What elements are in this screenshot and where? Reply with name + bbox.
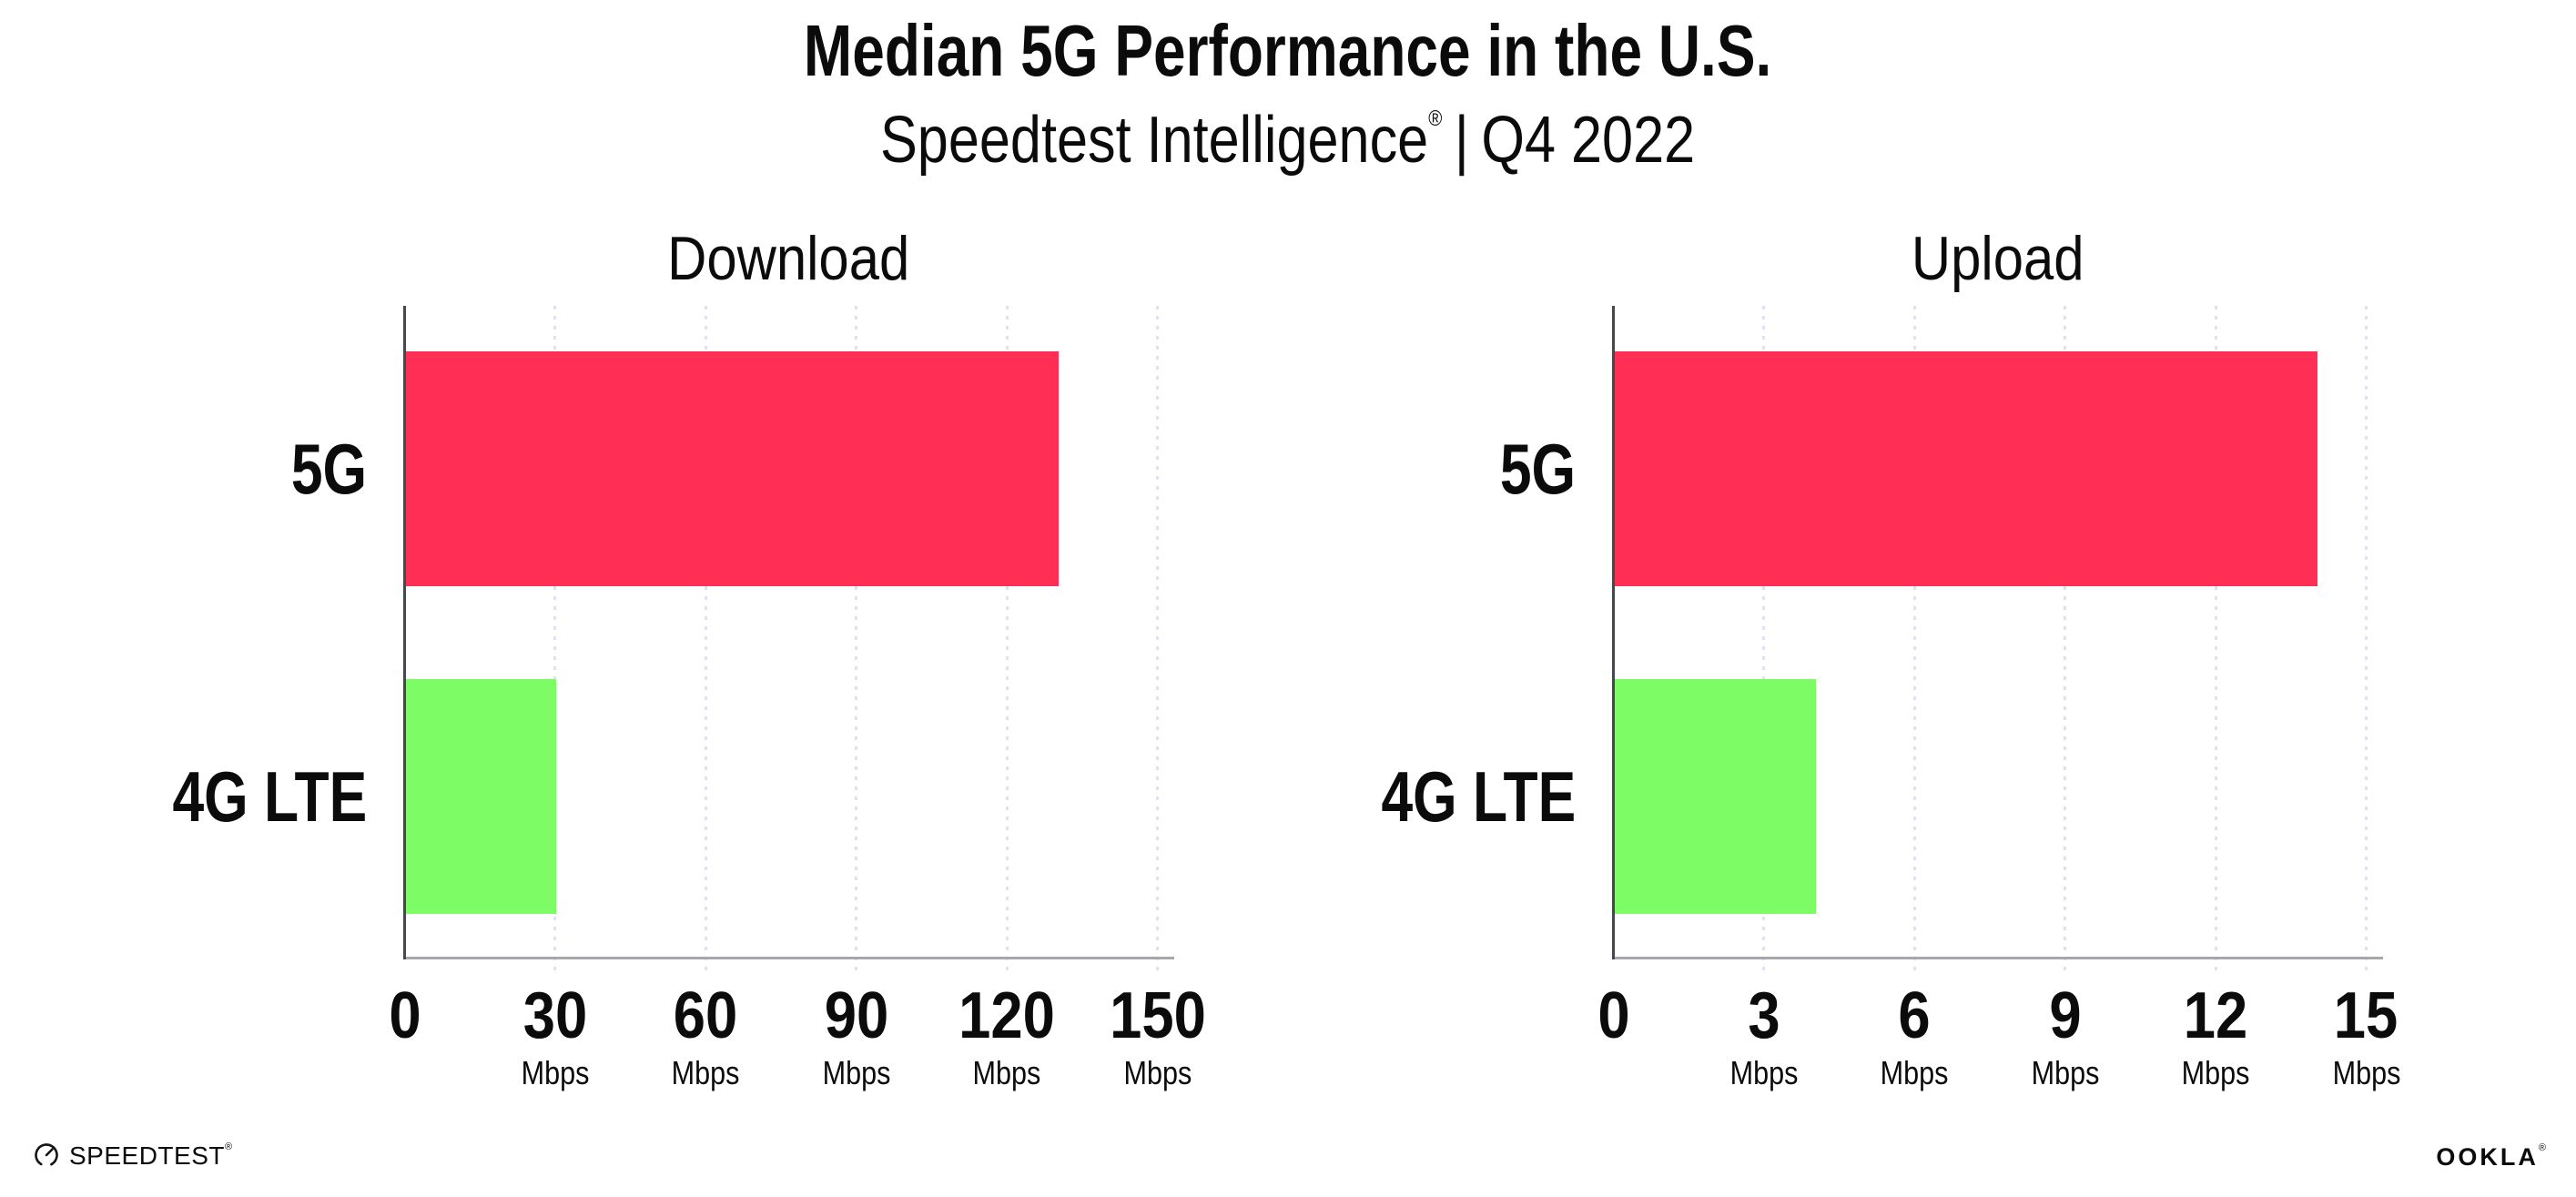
ookla-wordmark: OOKLA [2436,1143,2539,1171]
subtitle-period: Q4 2022 [1481,104,1696,177]
gridline [1005,306,1009,970]
bar-5g [1615,351,2317,586]
tick-value: 150 [1109,979,1206,1052]
category-label-5g: 5G [1499,429,1576,509]
ookla-trademark: ® [2538,1142,2549,1153]
x-axis-line [1612,957,2383,959]
page-title-text: Median 5G Performance in the U.S. [804,10,1772,91]
tick-value: 3 [1748,979,1780,1052]
y-axis-line [1612,306,1615,959]
x-tick-label: 30 Mbps [515,983,595,1090]
gridline [855,306,858,970]
tick-unit: Mbps [2031,1054,2100,1091]
tick-unit: Mbps [521,1054,590,1091]
tick-value: 12 [2183,979,2248,1052]
x-tick-label: 12 Mbps [2175,983,2256,1090]
tick-value: 15 [2334,979,2399,1052]
tick-unit: Mbps [1123,1054,1192,1091]
tick-value: 0 [388,979,421,1052]
ookla-logo: OOKLA® [2436,1143,2549,1170]
subtitle-brand: Speedtest Intelligence [880,104,1429,177]
x-tick-label: 120 Mbps [952,983,1061,1090]
download-plot-area: 0 30 Mbps 60 Mbps 90 Mbps 120 Mbps 150 Mbps [389,306,1205,1090]
gridline [2064,306,2067,970]
speedtest-wordmark: SPEEDTEST® [69,1141,233,1170]
tick-value: 120 [958,979,1055,1052]
tick-unit: Mbps [671,1054,740,1091]
tick-unit: Mbps [972,1054,1041,1091]
y-axis-line [403,306,406,959]
tick-unit: Mbps [2332,1054,2400,1091]
subtitle-separator: | [1455,104,1470,177]
bar-4g-lte [1615,679,1816,914]
speedtest-trademark: ® [224,1141,233,1152]
speedtest-gauge-icon [35,1143,58,1167]
tick-unit: Mbps [1880,1054,1949,1091]
gridline [1156,306,1159,970]
x-axis-line [403,957,1174,959]
registered-mark: ® [1428,107,1443,131]
x-tick-label: 9 Mbps [2025,983,2105,1090]
download-chart-title: Download [667,224,910,293]
x-tick-label: 3 Mbps [1724,983,1804,1090]
bar-5g [406,351,1059,586]
category-label-4g-lte: 4G LTE [1381,756,1576,837]
tick-unit: Mbps [822,1054,891,1091]
tick-value: 0 [1597,979,1630,1052]
speedtest-logo: SPEEDTEST® [33,1141,233,1169]
category-label-5g: 5G [290,429,367,509]
tick-unit: Mbps [1729,1054,1799,1091]
upload-plot-area: 0 3 Mbps 6 Mbps 9 Mbps 12 Mbps 15 Mbps [1597,306,2400,1090]
x-tick-label: 150 Mbps [1102,983,1212,1090]
tick-value: 30 [522,979,588,1052]
x-tick-label: 90 Mbps [816,983,897,1090]
x-tick-label: 15 Mbps [2326,983,2406,1090]
gridline [1912,306,1916,970]
bar-4g-lte [406,679,557,914]
x-tick-label: 60 Mbps [665,983,745,1090]
subtitle-text: Speedtest Intelligence® | Q4 2022 [880,107,1695,173]
page-subtitle: Speedtest Intelligence® | Q4 2022 [0,107,2576,173]
tick-value: 60 [674,979,738,1052]
gridline [553,306,557,970]
tick-value: 9 [2049,979,2082,1052]
tick-value: 6 [1898,979,1931,1052]
x-tick-label: 0 [386,983,422,1049]
gridline [1762,306,1766,970]
page-title: Median 5G Performance in the U.S. [0,15,2576,87]
category-label-4g-lte: 4G LTE [172,756,367,837]
gridline [2365,306,2368,970]
gridline [2214,306,2217,970]
x-tick-label: 0 [1595,983,1631,1049]
upload-chart-title: Upload [1911,224,2084,293]
gridline [704,306,707,970]
tick-value: 90 [824,979,888,1052]
x-tick-label: 6 Mbps [1874,983,1954,1090]
tick-unit: Mbps [2181,1054,2250,1091]
